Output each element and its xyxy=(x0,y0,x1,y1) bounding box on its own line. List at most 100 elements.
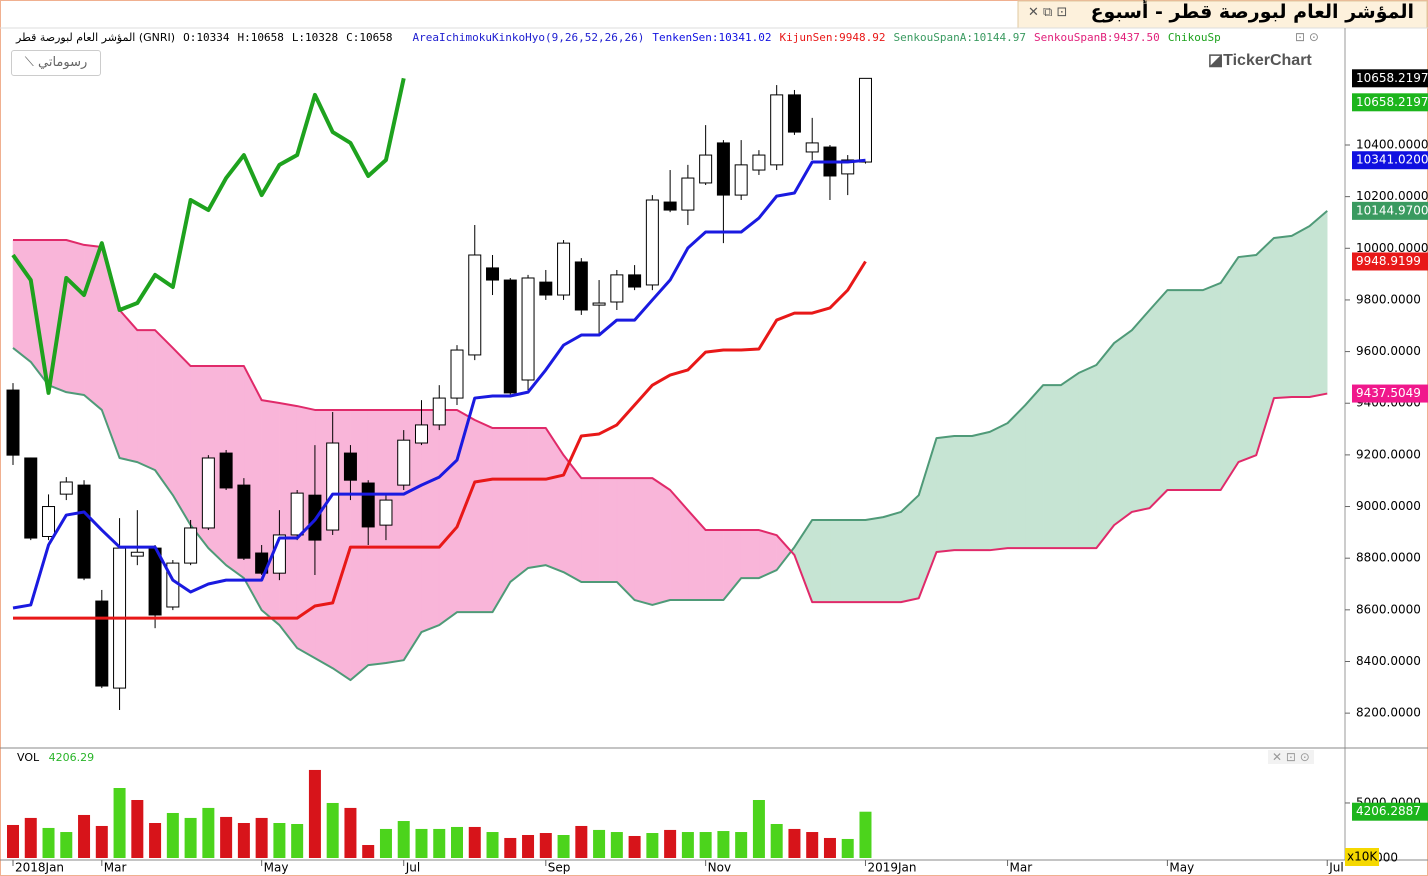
cloud-fill xyxy=(776,535,792,571)
pane-controls[interactable]: ⊡ ⊙ xyxy=(1295,30,1319,44)
cloud-fill xyxy=(705,529,724,601)
volume-bar xyxy=(220,816,233,858)
volume-bar xyxy=(451,826,464,858)
candle-body xyxy=(130,551,144,557)
unit-box xyxy=(1345,848,1379,866)
volume-bar xyxy=(237,823,250,858)
cloud-fill xyxy=(811,519,831,603)
info-line: المؤشر العام لبورصة قطر (GNRI) O:10334 H:1… xyxy=(16,31,1229,44)
candle-body xyxy=(716,142,730,196)
candle-body xyxy=(645,199,659,286)
volume-bar xyxy=(415,828,428,858)
cloud-fill xyxy=(438,409,458,626)
volume-bar xyxy=(379,828,392,858)
candle-body xyxy=(592,302,606,306)
volume-bar xyxy=(646,833,659,858)
candle-body xyxy=(326,442,340,531)
y-tick-label: 9600.0000 xyxy=(1356,344,1421,358)
window-controls[interactable]: ✕ ⧉ ⊡ xyxy=(1028,5,1068,20)
indicator-line xyxy=(12,210,1328,682)
value-box xyxy=(1352,69,1428,88)
cloud-fill xyxy=(367,409,387,666)
chart-title: المؤشر العام لبورصة قطر - أسبوع xyxy=(1090,1,1414,23)
candle-body xyxy=(414,424,428,444)
cloud-fill xyxy=(1007,404,1026,549)
volume-bar xyxy=(24,817,37,858)
volume-bar xyxy=(166,812,179,858)
candle-body xyxy=(539,281,553,296)
value-box-label: 10341.0200 xyxy=(1356,153,1428,167)
volume-bar xyxy=(273,823,286,858)
ohlc: H:10658 xyxy=(237,31,284,44)
candle-body xyxy=(77,484,91,579)
volume-bar xyxy=(397,821,410,858)
candle-body xyxy=(770,94,784,166)
volume-name: VOL xyxy=(17,751,40,764)
indicator-line xyxy=(12,158,866,610)
y-tick-label: 9800.0000 xyxy=(1356,292,1421,306)
unit-label: x10K xyxy=(1347,850,1378,864)
volume-bar xyxy=(486,832,499,858)
candle-body xyxy=(219,452,233,489)
pane-controls[interactable]: ✕ ⊡ ⊙ xyxy=(1268,750,1314,764)
legend-item: SenkouSpanA:10144.97 xyxy=(893,31,1026,44)
cloud-fill xyxy=(1220,256,1239,491)
cloud-fill xyxy=(1202,282,1221,491)
volume-bar xyxy=(699,832,712,858)
value-box-label: 10144.9700 xyxy=(1356,203,1428,217)
candle-body xyxy=(379,499,393,526)
indicator: AreaIchimokuKinkoHyo(9,26,52,26,26) xyxy=(412,31,645,44)
cloud-fill xyxy=(66,239,85,396)
candle-body xyxy=(557,242,571,296)
my-drawings-button[interactable]: رسوماتي ⟋ xyxy=(11,50,101,76)
volume-bar xyxy=(593,829,606,858)
cloud-fill xyxy=(865,516,884,603)
volume-bar xyxy=(770,823,783,858)
volume-bar xyxy=(504,837,517,858)
x-tick-label: 2019Jan xyxy=(867,861,916,875)
legend-item: KijunSen:9948.92 xyxy=(779,31,886,44)
cloud-fill xyxy=(847,519,866,603)
cloud-fill xyxy=(1025,384,1044,549)
value-box-label: 10658.2197 xyxy=(1356,71,1428,85)
cloud-fill xyxy=(936,435,955,553)
volume-bar xyxy=(717,831,730,858)
candle-body xyxy=(663,201,677,211)
volume-bar xyxy=(326,802,339,858)
candle-body xyxy=(734,164,748,196)
value-box-label: 9948.9199 xyxy=(1356,254,1421,268)
volume-bar xyxy=(859,811,872,858)
volume-bar xyxy=(255,817,268,858)
volume-bar xyxy=(575,825,588,858)
volume-bar xyxy=(291,823,304,858)
volume-bar xyxy=(610,832,623,858)
x-tick-label: 2018Jan xyxy=(15,861,64,875)
candle-body xyxy=(805,142,819,153)
cloud-fill xyxy=(1309,210,1328,398)
cloud-fill xyxy=(598,477,618,583)
volume-bar xyxy=(557,834,570,858)
volume-bar xyxy=(468,826,481,858)
cloud-fill xyxy=(456,409,476,613)
legend-item: TenkenSen:10341.02 xyxy=(652,31,772,44)
cloud-fill xyxy=(971,431,991,551)
plot: 8200.0000 8400.0000 8600.0000 8800.0000 9000… xyxy=(6,69,1428,875)
volume-bar xyxy=(522,834,535,858)
cloud-fill xyxy=(527,427,547,569)
cloud-fill xyxy=(1096,342,1115,549)
volume-bar xyxy=(539,833,552,858)
volume-bar xyxy=(202,807,215,858)
cloud-fill xyxy=(900,494,920,603)
volume-value: 4206.29 xyxy=(48,751,95,764)
x-tick-label: Jul xyxy=(1328,861,1343,875)
volume-bar xyxy=(806,832,819,858)
cloud-fill xyxy=(687,509,706,601)
volume-bar xyxy=(433,828,446,858)
logo: ◪TickerChart xyxy=(1208,52,1312,69)
volume-bar xyxy=(735,832,748,858)
volume-bar xyxy=(95,825,108,858)
cloud-fill xyxy=(1113,329,1133,526)
value-box xyxy=(1352,252,1428,271)
